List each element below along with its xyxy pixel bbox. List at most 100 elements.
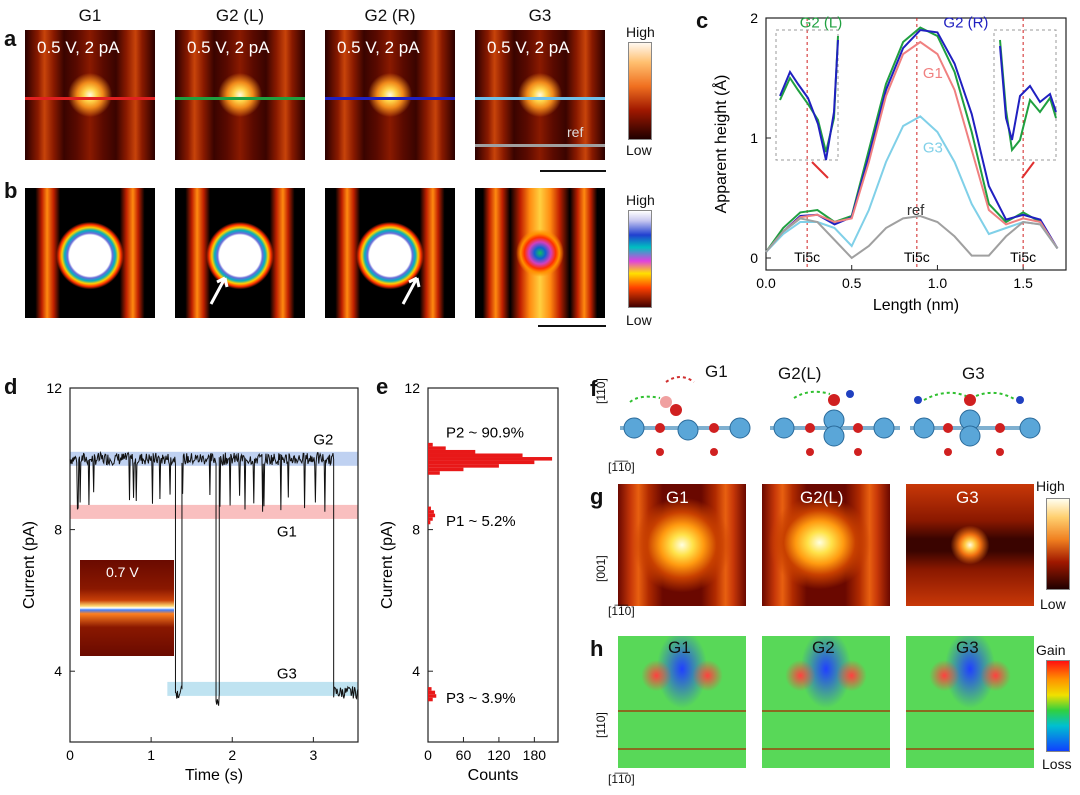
colorbar-g <box>1046 498 1070 590</box>
state-label: G3 <box>277 665 297 682</box>
col-header-g2r: G2 (R) <box>364 6 416 25</box>
sim-stm-g2l: G2(L) <box>762 484 890 606</box>
inset-right-g2l <box>999 39 1057 153</box>
panel-letter-a: a <box>4 26 17 51</box>
colorbar-b <box>628 210 652 308</box>
inset-left-frame <box>775 29 839 161</box>
panel-letter-b: b <box>4 178 18 203</box>
col-header-g2l: G2 (L) <box>215 6 265 25</box>
plot-frame <box>427 387 559 743</box>
histogram-bar <box>428 442 433 447</box>
bias-label: 0.5 V, 2 pA <box>187 38 270 57</box>
lattice-line <box>618 710 746 712</box>
lattice-line <box>618 748 746 750</box>
histogram-bar <box>428 687 432 691</box>
g-axis-up: [001] <box>594 555 608 582</box>
series-label: G3 <box>923 139 943 156</box>
x-axis-label: Time (s) <box>185 767 243 784</box>
sim-stm-g1: G1 <box>618 484 746 606</box>
histogram-bar <box>428 517 433 521</box>
lattice-line <box>762 748 890 750</box>
g-label: G3 <box>956 488 979 507</box>
structure-models-f <box>620 376 1041 456</box>
h-axis-right: [1̅1̅0] <box>608 772 635 786</box>
state-label: G2 <box>313 432 333 449</box>
inset-arrow-left <box>811 161 829 179</box>
x-tick-label: 0 <box>424 747 432 763</box>
y-axis-label: Apparent height (Å) <box>711 75 730 214</box>
bias-label: 0.5 V, 2 pA <box>487 38 570 57</box>
chart-e: 0 60 120 180 4 8 12 Counts Current (pA) P2 ~ 90.9… <box>379 380 559 784</box>
colorbar-b-high: High <box>626 192 655 208</box>
histogram-bar <box>428 506 431 511</box>
y-tick-label: 8 <box>412 522 420 538</box>
structure-g3 <box>910 391 1041 456</box>
x-tick-label: 180 <box>523 747 547 763</box>
histogram-bar <box>428 460 535 465</box>
inset-bias-label: 0.7 V <box>106 564 139 580</box>
colorbar-a <box>628 42 652 140</box>
panel-letter-g: g <box>590 484 604 509</box>
g-label: G1 <box>666 488 689 507</box>
state-band <box>70 504 358 519</box>
y-tick-label: 1 <box>750 130 758 146</box>
lattice-line <box>762 710 890 712</box>
colorbar-h-high: Gain <box>1036 642 1066 658</box>
profile-line <box>475 97 605 100</box>
y-tick-label: 8 <box>54 522 62 538</box>
f-label-g3: G3 <box>962 364 985 383</box>
series-label: G2 (R) <box>943 15 988 32</box>
charge-density-g1: G1 <box>618 636 746 768</box>
stm-image-a-g2l: 0.5 V, 2 pA <box>175 30 305 160</box>
panel-letter-c: c <box>696 8 709 33</box>
col-header-g1: G1 <box>78 6 102 25</box>
state-label: G1 <box>277 524 297 541</box>
population-label: P2 ~ 90.9% <box>446 425 524 442</box>
y-axis-label: Current (pA) <box>21 521 38 609</box>
colorbar-g-low: Low <box>1040 596 1066 612</box>
profile-line <box>175 97 305 100</box>
y-tick-label: 12 <box>46 380 62 396</box>
h-label: G3 <box>956 638 979 657</box>
arrow-icon <box>401 276 421 305</box>
colorbar-h <box>1046 660 1070 752</box>
colorbar-a-high: High <box>626 24 655 40</box>
y-tick-label: 4 <box>54 663 62 679</box>
histogram-bar <box>428 446 446 450</box>
series-label: G1 <box>923 65 943 82</box>
series-line-g1 <box>765 40 1059 253</box>
stm-image-b-g2r <box>325 188 455 318</box>
panel-letter-h: h <box>590 636 604 661</box>
histogram-bar <box>428 453 523 458</box>
f-axis-up: [110] <box>594 378 608 404</box>
ref-line <box>475 144 605 147</box>
population-label: P3 ~ 3.9% <box>446 690 516 707</box>
x-axis-label: Counts <box>468 767 519 784</box>
histogram-bar <box>428 467 464 472</box>
population-label: P1 ~ 5.2% <box>446 513 516 530</box>
inset-stm-d: 0.7 V <box>80 560 174 656</box>
profile-line <box>25 97 155 100</box>
histogram-bar <box>428 510 434 514</box>
sim-stm-g3: G3 <box>906 484 1034 606</box>
h-label: G2 <box>812 638 835 657</box>
ref-label: ref <box>567 124 584 140</box>
series-label: G2 (L) <box>800 15 843 32</box>
x-tick-label: 2 <box>228 747 236 763</box>
bias-label: 0.5 V, 2 pA <box>337 38 420 57</box>
chart-c: 0.0 0.5 1.0 1.5 0 1 2 Length (nm) Apparent heigh… <box>711 10 1067 314</box>
stm-image-b-g3 <box>475 188 605 318</box>
panel-letter-f: f <box>590 376 598 401</box>
col-header-g3: G3 <box>528 6 552 25</box>
colorbar-g-high: High <box>1036 478 1065 494</box>
series-line-g2-l- <box>765 26 1059 253</box>
histogram-bar <box>428 690 436 695</box>
y-tick-label: 12 <box>404 380 420 396</box>
colorbar-h-low: Loss <box>1042 756 1072 772</box>
lattice-line <box>906 748 1034 750</box>
y-tick-label: 2 <box>750 10 758 26</box>
histogram-bar <box>428 449 476 454</box>
x-tick-label: 1.0 <box>928 275 948 291</box>
histogram-bar <box>428 471 440 475</box>
